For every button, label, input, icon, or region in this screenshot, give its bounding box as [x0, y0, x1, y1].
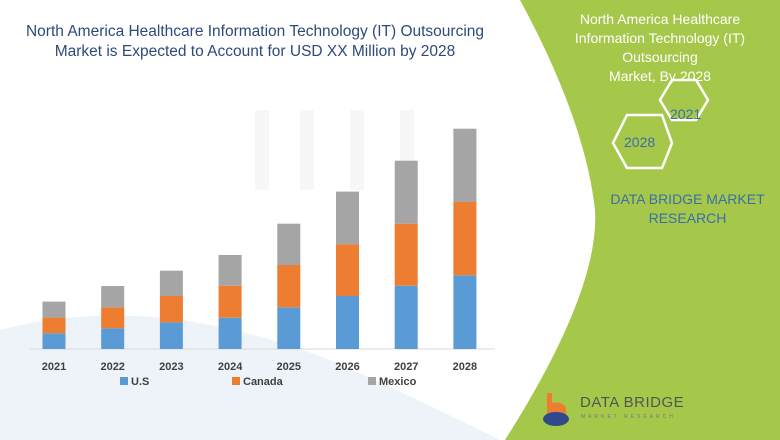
bar-mexico-2021: [42, 301, 66, 318]
side-title-line: Market, By 2028: [609, 68, 711, 84]
side-title-line: Information Technology (IT): [574, 30, 746, 46]
bar-canada-2022: [101, 307, 125, 329]
bar-mexico-2023: [159, 270, 183, 296]
bar-canada-2025: [277, 265, 301, 308]
bar-mexico-2025: [277, 223, 301, 265]
bar-canada-2023: [159, 296, 183, 323]
bar-us-2026: [336, 296, 359, 349]
watermark-swoosh: [0, 315, 500, 440]
bar-us-2025: [277, 307, 301, 349]
side-panel-title: North America Healthcare Information Tec…: [555, 10, 765, 86]
bar-mexico-2026: [336, 191, 359, 245]
x-tick-label: 2028: [453, 361, 477, 373]
legend-label: U.S: [131, 376, 149, 388]
bar-us-2022: [101, 328, 125, 349]
logo-icon: [543, 393, 569, 426]
x-tick-label: 2025: [277, 361, 301, 373]
bar-us-2021: [42, 333, 66, 349]
hex-label-2028: 2028: [624, 134, 656, 150]
chart-title: North America Healthcare Information Tec…: [25, 23, 485, 60]
hexagon-2021: [658, 78, 710, 122]
x-tick-label: 2022: [100, 361, 124, 373]
legend-swatch: [232, 377, 240, 385]
bar-us-2024: [218, 317, 242, 349]
side-title-line: Outsourcing: [622, 49, 698, 65]
side-title-line: North America Healthcare: [579, 11, 741, 27]
legend-swatch: [120, 377, 128, 385]
bar-us-2027: [394, 285, 418, 349]
bar-mexico-2028: [453, 128, 477, 202]
legend-label: Mexico: [379, 376, 417, 388]
bar-canada-2026: [336, 244, 359, 296]
bar-canada-2021: [42, 317, 66, 334]
x-tick-label: 2024: [218, 361, 243, 373]
bar-canada-2028: [453, 202, 477, 276]
x-tick-label: 2026: [335, 361, 359, 373]
bar-canada-2024: [218, 285, 242, 318]
legend-label: Canada: [243, 376, 284, 388]
x-tick-label: 2021: [42, 361, 66, 373]
logo-subtext: MARKET RESEARCH: [581, 414, 676, 420]
watermark: [255, 110, 414, 190]
logo-text: DATA BRIDGE: [580, 394, 685, 411]
legend-swatch: [368, 377, 376, 385]
bar-canada-2027: [394, 223, 418, 286]
stacked-bar-chart: 2021 2022 2023 2024 2025 2026 2027 2028 U.S Canad…: [30, 128, 495, 388]
hexagon-2028: [611, 113, 674, 170]
bar-mexico-2024: [218, 255, 242, 286]
bar-us-2023: [159, 322, 183, 349]
company-name: DATA BRIDGE MARKET RESEARCH: [610, 191, 765, 226]
x-tick-label: 2023: [159, 361, 183, 373]
bar-mexico-2027: [394, 160, 418, 224]
bar-mexico-2022: [101, 286, 125, 308]
bar-us-2028: [453, 275, 477, 349]
x-tick-label: 2027: [394, 361, 418, 373]
hex-label-2021: 2021: [670, 106, 702, 122]
green-panel: [505, 0, 780, 440]
